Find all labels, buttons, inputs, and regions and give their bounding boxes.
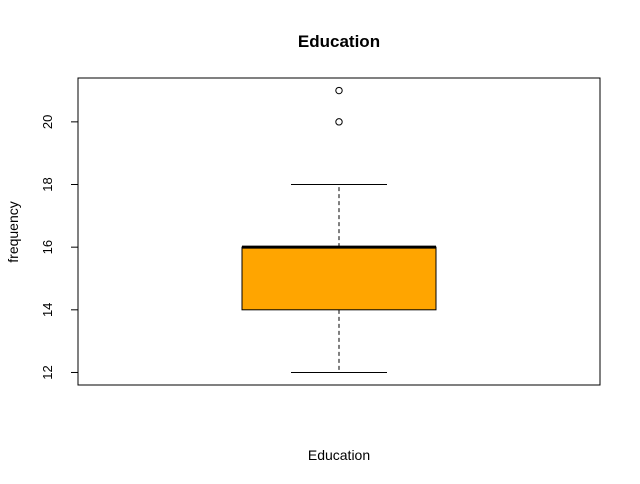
outlier-point: [335, 86, 343, 95]
outlier-point: [335, 118, 343, 126]
y-tick-label: 18: [40, 177, 55, 191]
x-axis-label: Education: [308, 447, 370, 463]
box-plot: [241, 86, 437, 373]
y-axis-label: frequency: [5, 201, 21, 262]
y-tick-label: 16: [40, 240, 55, 254]
y-axis: 12 14 16 18 20: [40, 115, 79, 380]
y-tick-label: 20: [40, 115, 55, 129]
iqr-box: [241, 246, 437, 311]
y-tick-label: 12: [40, 365, 55, 379]
chart-title: Education: [298, 32, 380, 51]
y-tick-label: 14: [40, 303, 55, 317]
